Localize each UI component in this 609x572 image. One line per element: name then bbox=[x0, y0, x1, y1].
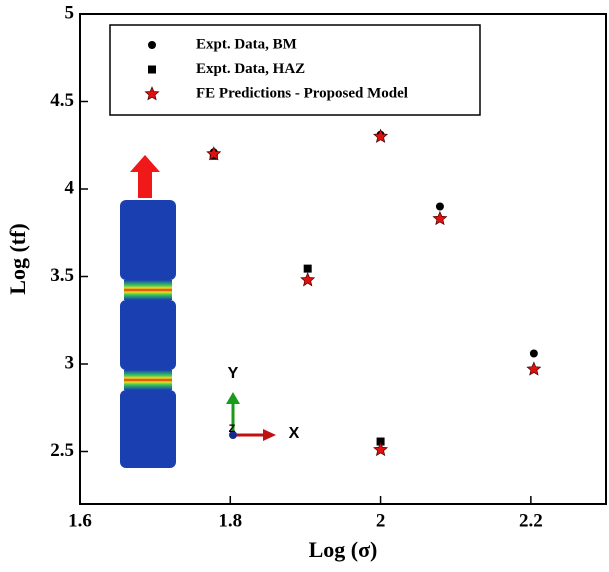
x-axis-label: Log (σ) bbox=[309, 537, 378, 562]
point bbox=[206, 146, 222, 161]
x-tick-label: 2.2 bbox=[519, 510, 543, 531]
legend-box bbox=[109, 24, 481, 116]
point bbox=[303, 264, 312, 273]
axis-annotation: Z bbox=[229, 423, 236, 435]
x-tick-label: 1.6 bbox=[68, 510, 92, 531]
y-tick-label: 3.5 bbox=[50, 265, 74, 286]
plot-frame bbox=[79, 13, 607, 505]
x-tick-label: 1.8 bbox=[218, 510, 242, 531]
point bbox=[373, 441, 389, 457]
specimen-illustration bbox=[120, 155, 276, 468]
legend-label: Expt. Data, HAZ bbox=[196, 61, 305, 77]
legend-marker bbox=[148, 41, 156, 49]
y-tick-label: 4 bbox=[65, 177, 75, 198]
point bbox=[435, 202, 444, 211]
axis-annotation: Y bbox=[228, 365, 239, 382]
point bbox=[376, 437, 385, 446]
point bbox=[432, 210, 448, 226]
legend-marker bbox=[148, 65, 156, 74]
point bbox=[526, 361, 542, 376]
point bbox=[300, 272, 316, 287]
axis-annotation: X bbox=[289, 425, 300, 442]
legend-label: Expt. Data, BM bbox=[196, 36, 297, 52]
y-axis-label: Log (tf) bbox=[5, 223, 30, 294]
y-tick-label: 3 bbox=[65, 352, 75, 373]
point bbox=[373, 128, 389, 143]
x-tick-label: 2 bbox=[376, 510, 386, 531]
y-tick-label: 2.5 bbox=[50, 440, 74, 461]
y-tick-label: 5 bbox=[65, 2, 75, 23]
point bbox=[529, 349, 538, 358]
legend-marker bbox=[144, 86, 160, 101]
legend-label: FE Predictions - Proposed Model bbox=[196, 85, 408, 101]
y-tick-label: 4.5 bbox=[50, 90, 74, 111]
